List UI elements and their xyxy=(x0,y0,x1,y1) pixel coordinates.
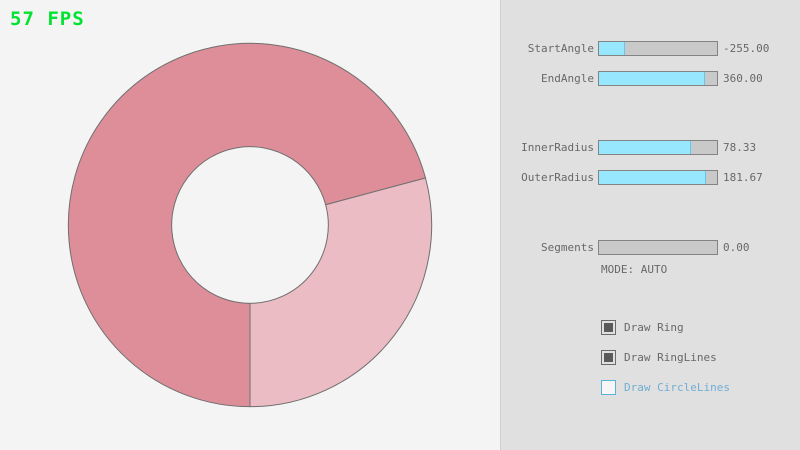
segments-mode-label: MODE: AUTO xyxy=(601,263,668,276)
segments-slider-row: Segments 0.00 xyxy=(501,239,800,255)
outerradius-value: 181.67 xyxy=(723,170,763,184)
draw-ringlines-checkbox-row[interactable]: Draw RingLines xyxy=(601,350,717,365)
draw-ring-label: Draw Ring xyxy=(624,321,684,334)
outerradius-slider[interactable] xyxy=(598,169,718,185)
draw-circlelines-checkbox-row[interactable]: Draw CircleLines xyxy=(601,380,730,395)
endangle-value: 360.00 xyxy=(723,71,763,85)
endangle-slider-fill xyxy=(599,71,706,85)
innerradius-label: InnerRadius xyxy=(521,140,594,154)
ring-graphic xyxy=(67,42,433,408)
draw-ring-checkbox-row[interactable]: Draw Ring xyxy=(601,320,684,335)
endangle-slider-row: EndAngle 360.00 xyxy=(501,70,800,86)
innerradius-slider[interactable] xyxy=(598,139,718,155)
draw-circlelines-label: Draw CircleLines xyxy=(624,381,730,394)
draw-ringlines-label: Draw RingLines xyxy=(624,351,717,364)
ring-single-segment xyxy=(249,177,433,408)
innerradius-slider-row: InnerRadius 78.33 xyxy=(501,139,800,155)
draw-ring-checkbox[interactable] xyxy=(601,320,616,335)
draw-circlelines-checkbox[interactable] xyxy=(601,380,616,395)
startangle-label: StartAngle xyxy=(527,41,594,55)
control-panel: StartAngle -255.00 EndAngle 360.00 Inner… xyxy=(500,0,800,450)
segments-value: 0.00 xyxy=(723,240,750,254)
endangle-label: EndAngle xyxy=(541,71,594,85)
ring-overlap-segment xyxy=(67,42,427,408)
startangle-slider-row: StartAngle -255.00 xyxy=(501,40,800,56)
draw-ringlines-checkbox[interactable] xyxy=(601,350,616,365)
outerradius-slider-row: OuterRadius 181.67 xyxy=(501,169,800,185)
outerradius-label: OuterRadius xyxy=(521,170,594,184)
startangle-slider-fill xyxy=(599,41,625,55)
innerradius-slider-fill xyxy=(599,140,692,154)
segments-label: Segments xyxy=(541,240,594,254)
outerradius-slider-fill xyxy=(599,170,707,184)
segments-slider[interactable] xyxy=(598,239,718,255)
startangle-value: -255.00 xyxy=(723,41,770,55)
startangle-slider[interactable] xyxy=(598,40,718,56)
innerradius-value: 78.33 xyxy=(723,140,757,154)
endangle-slider[interactable] xyxy=(598,70,718,86)
fps-counter: 57 FPS xyxy=(10,8,85,30)
drawing-canvas xyxy=(67,42,433,408)
